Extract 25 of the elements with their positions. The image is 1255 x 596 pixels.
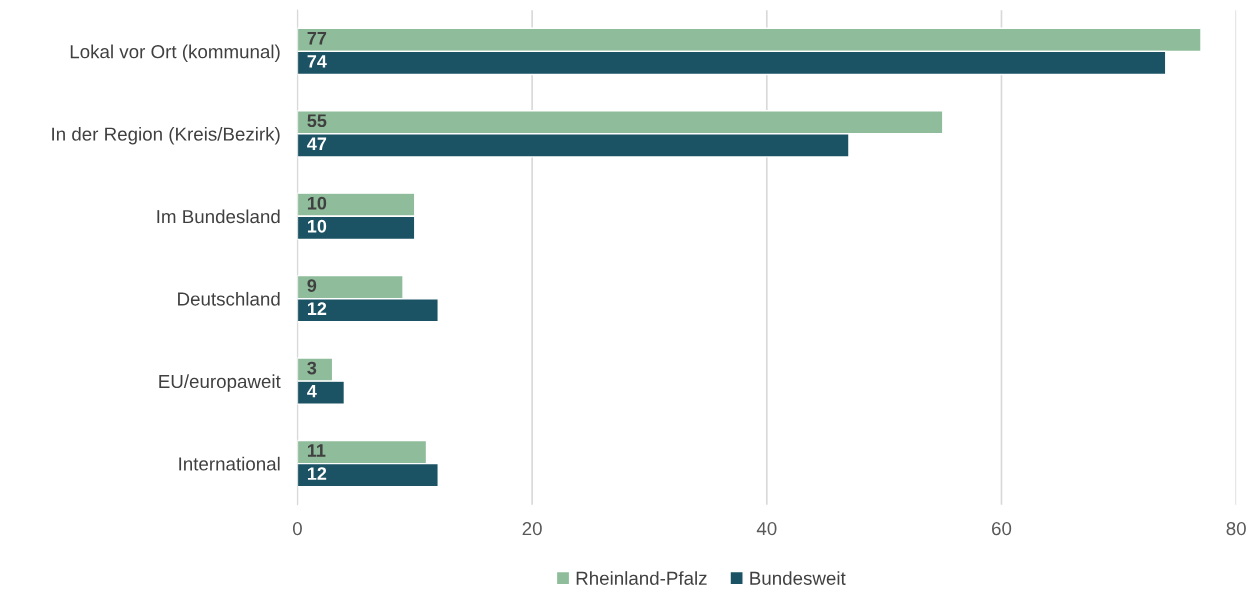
y-tick-label: EU/europaweit [159, 374, 281, 392]
data-label: 10 [307, 219, 327, 233]
y-tick-label: Im Bundesland [157, 209, 280, 224]
x-tick-label: 20 [522, 521, 542, 536]
data-label: 4 [307, 384, 317, 398]
data-label: 9 [307, 279, 317, 292]
legend-label: Bundesweit [750, 571, 846, 585]
y-tick-label: International [179, 456, 280, 471]
data-label: 11 [307, 444, 326, 457]
data-label: 77 [307, 32, 327, 45]
data-label: 3 [307, 361, 317, 375]
data-label: 12 [307, 302, 327, 315]
data-label: 10 [307, 196, 327, 210]
y-tick-label: In der Region (Kreis/Bezirk) [52, 127, 280, 145]
legend-label: Rheinland-Pfalz [576, 571, 707, 585]
y-tick-label: Deutschland [178, 291, 280, 306]
x-tick-label: 80 [1226, 521, 1246, 536]
x-tick-label: 40 [756, 521, 777, 536]
x-tick-label: 0 [292, 521, 302, 536]
data-label: 74 [307, 55, 327, 68]
data-label: 47 [307, 137, 327, 151]
x-tick-label: 60 [992, 521, 1012, 536]
data-label: 12 [307, 467, 327, 480]
data-label: 55 [307, 114, 327, 128]
y-tick-label: Lokal vor Ort (kommunal) [70, 44, 280, 63]
